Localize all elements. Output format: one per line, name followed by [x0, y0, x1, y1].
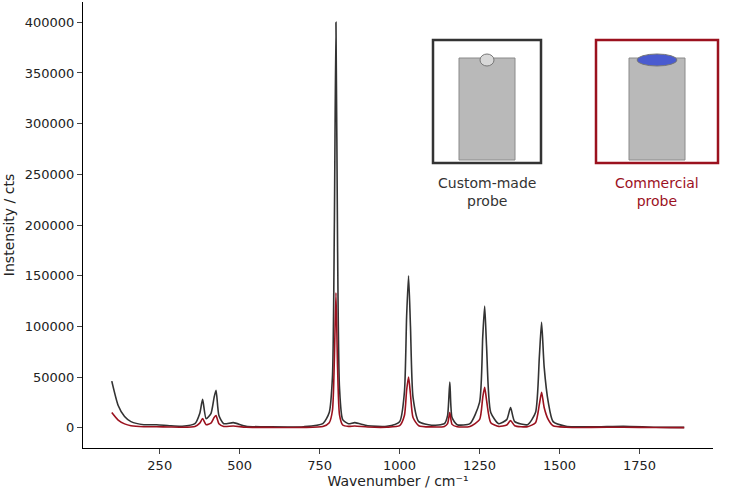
svg-text:250: 250 [147, 458, 172, 473]
svg-text:Custom-madeprobe: Custom-madeprobe [438, 175, 536, 209]
svg-text:400000: 400000 [25, 15, 75, 30]
svg-text:Instensity / cts: Instensity / cts [1, 174, 17, 276]
svg-text:Wavenumber / cm⁻¹: Wavenumber / cm⁻¹ [327, 473, 468, 489]
svg-text:750: 750 [307, 458, 332, 473]
svg-text:50000: 50000 [33, 370, 74, 385]
svg-text:Commercialprobe: Commercialprobe [615, 175, 699, 209]
svg-text:500: 500 [227, 458, 252, 473]
svg-text:300000: 300000 [25, 116, 75, 131]
svg-text:1500: 1500 [543, 458, 576, 473]
svg-text:150000: 150000 [25, 268, 75, 283]
svg-text:1750: 1750 [623, 458, 656, 473]
svg-text:200000: 200000 [25, 218, 75, 233]
svg-text:100000: 100000 [25, 319, 75, 334]
svg-text:1000: 1000 [383, 458, 416, 473]
svg-text:250000: 250000 [25, 167, 75, 182]
svg-text:350000: 350000 [25, 66, 75, 81]
svg-text:1250: 1250 [463, 458, 496, 473]
svg-text:0: 0 [66, 420, 74, 435]
